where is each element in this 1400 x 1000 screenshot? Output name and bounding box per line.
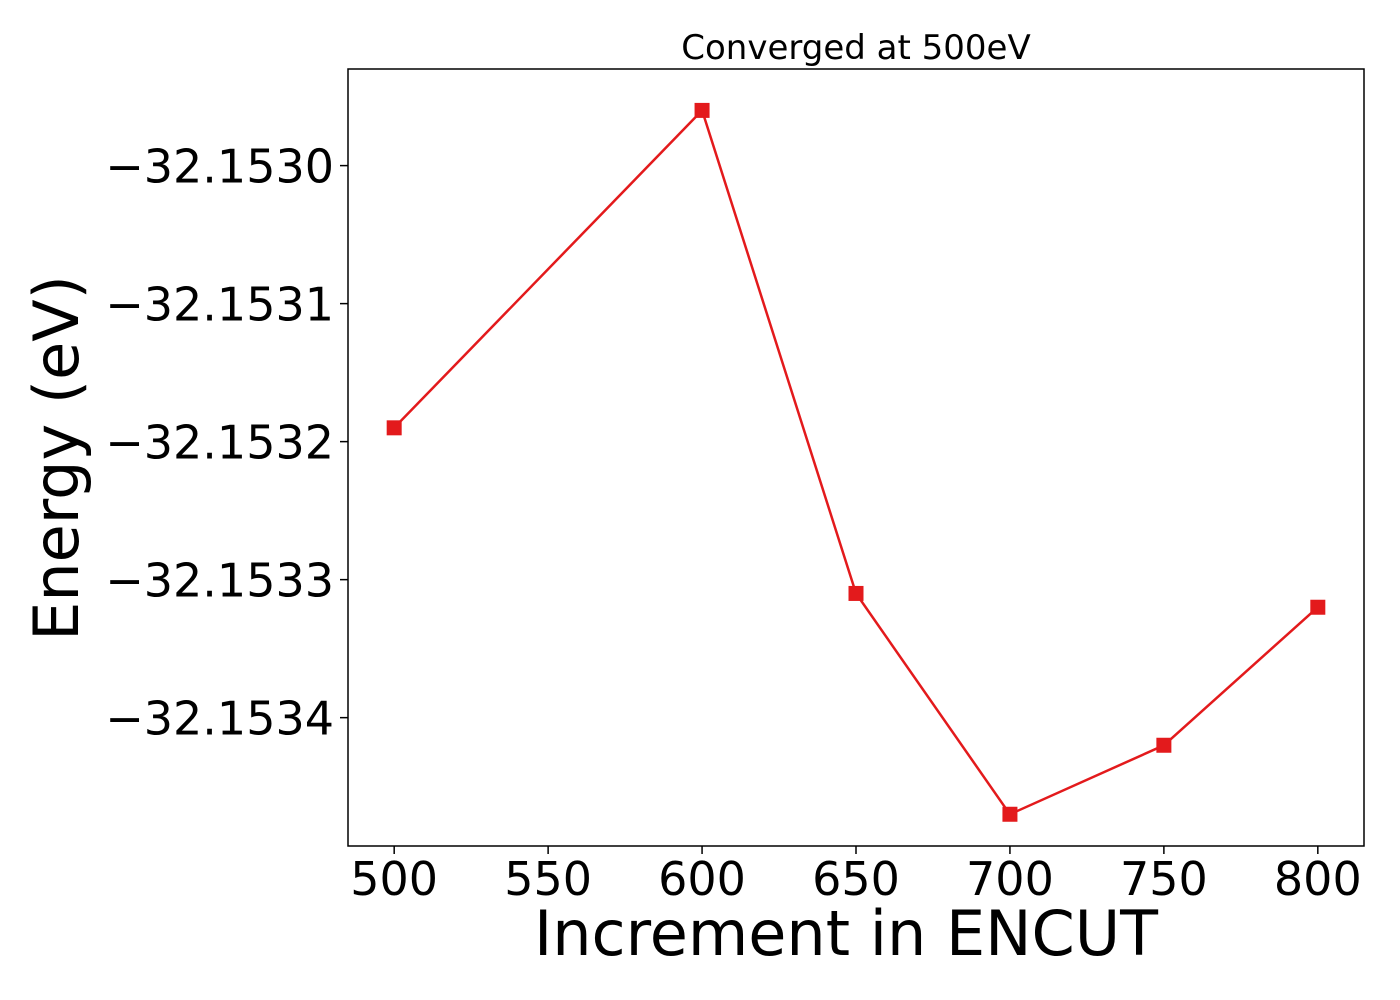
series-layer (386, 102, 1326, 822)
y-axis-title: Energy (eV) (20, 275, 93, 641)
x-axis-title: Increment in ENCUT (534, 897, 1159, 970)
data-point-marker (1156, 737, 1172, 753)
x-axis-ticks: 500 550 600 650 700 750 800 (350, 846, 1362, 906)
x-tick-label: 500 (350, 852, 438, 906)
x-tick-label: 550 (504, 852, 592, 906)
data-point-marker (386, 420, 402, 436)
x-tick-label: 750 (1120, 852, 1208, 906)
y-tick-label: −32.1532 (105, 416, 334, 470)
y-axis-ticks: −32.1530 −32.1531 −32.1532 −32.1533 −32.1534 (105, 140, 348, 746)
data-point-marker (1002, 806, 1018, 822)
x-tick-label: 800 (1274, 852, 1362, 906)
plot-frame (347, 68, 1365, 847)
chart-title: Converged at 500eV (681, 28, 1030, 68)
y-tick-label: −32.1531 (105, 278, 334, 332)
data-point-marker (848, 585, 864, 601)
x-tick-label: 600 (658, 852, 746, 906)
y-tick-label: −32.1530 (105, 140, 334, 194)
y-tick-label: −32.1533 (105, 554, 334, 608)
data-point-marker (1310, 599, 1326, 615)
data-point-marker (694, 102, 710, 118)
x-tick-label: 700 (966, 852, 1054, 906)
x-tick-label: 650 (812, 852, 900, 906)
series-line (393, 109, 1319, 816)
y-tick-label: −32.1534 (105, 692, 334, 746)
